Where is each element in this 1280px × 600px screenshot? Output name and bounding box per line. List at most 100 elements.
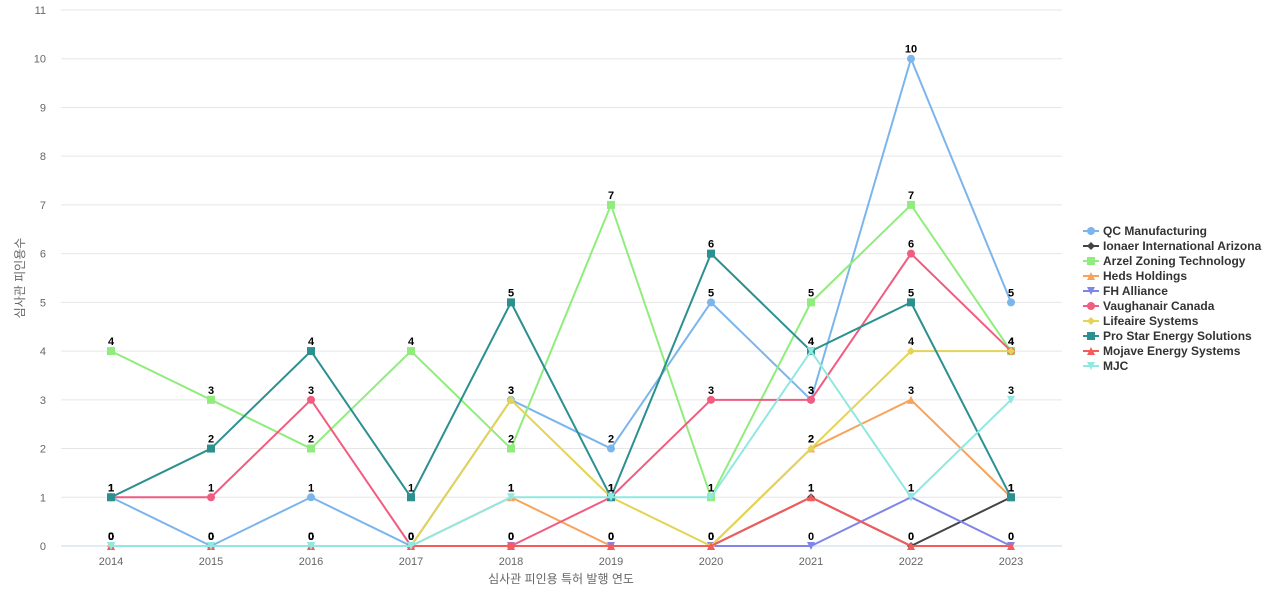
data-label: 5 bbox=[708, 287, 714, 299]
data-point bbox=[1087, 242, 1095, 250]
data-label: 0 bbox=[208, 531, 214, 543]
data-point bbox=[907, 347, 915, 356]
data-point bbox=[707, 395, 715, 404]
data-point bbox=[1087, 362, 1095, 370]
x-tick-label: 2023 bbox=[999, 556, 1023, 568]
data-label: 0 bbox=[708, 531, 714, 543]
data-label: 0 bbox=[408, 531, 414, 543]
data-label: 4 bbox=[808, 336, 815, 348]
data-point bbox=[107, 542, 115, 550]
data-point bbox=[1087, 347, 1095, 355]
data-label: 0 bbox=[708, 531, 714, 543]
data-label: 0 bbox=[108, 531, 114, 543]
x-tick-label: 2017 bbox=[399, 556, 423, 568]
data-label: 5 bbox=[508, 287, 514, 299]
legend-item[interactable]: Ionaer International Arizona bbox=[1083, 239, 1262, 253]
data-point bbox=[507, 542, 515, 550]
y-tick-label: 4 bbox=[40, 346, 46, 358]
data-label: 7 bbox=[908, 190, 914, 202]
data-point bbox=[1087, 272, 1095, 280]
legend-item[interactable]: QC Manufacturing bbox=[1083, 224, 1207, 238]
legend-label: Heds Holdings bbox=[1103, 269, 1187, 283]
data-point bbox=[507, 298, 515, 307]
data-label: 1 bbox=[508, 482, 514, 494]
data-label: 0 bbox=[408, 531, 414, 543]
data-point bbox=[507, 395, 515, 404]
data-label: 0 bbox=[108, 531, 114, 543]
data-label: 1 bbox=[108, 482, 114, 494]
data-point bbox=[607, 444, 615, 453]
data-label: 2 bbox=[608, 434, 614, 446]
legend-item[interactable]: Vaughanair Canada bbox=[1083, 299, 1215, 313]
data-label: 2 bbox=[208, 434, 214, 446]
data-label: 0 bbox=[908, 531, 914, 543]
data-label: 0 bbox=[608, 531, 614, 543]
data-label: 1 bbox=[608, 482, 614, 494]
x-tick-label: 2016 bbox=[299, 556, 323, 568]
legend-item[interactable]: FH Alliance bbox=[1083, 284, 1168, 298]
series-line bbox=[110, 57, 1012, 547]
data-label: 6 bbox=[708, 239, 714, 251]
y-tick-label: 3 bbox=[40, 395, 46, 407]
data-label: 5 bbox=[808, 287, 814, 299]
data-label: 5 bbox=[1008, 287, 1014, 299]
data-label: 0 bbox=[508, 531, 514, 543]
data-label: 0 bbox=[208, 531, 214, 543]
x-tick-label: 2019 bbox=[599, 556, 623, 568]
data-label: 1 bbox=[608, 482, 614, 494]
data-label: 1 bbox=[108, 482, 114, 494]
data-label: 0 bbox=[908, 531, 914, 543]
data-label: 2 bbox=[808, 434, 814, 446]
data-point bbox=[907, 200, 915, 209]
data-label: 0 bbox=[708, 531, 714, 543]
data-label: 1 bbox=[608, 482, 614, 494]
data-point bbox=[907, 249, 915, 258]
legend-item[interactable]: Arzel Zoning Technology bbox=[1083, 254, 1246, 268]
data-point bbox=[307, 347, 315, 356]
data-label: 1 bbox=[1008, 482, 1014, 494]
data-label: 7 bbox=[608, 190, 614, 202]
data-point bbox=[1007, 542, 1015, 550]
y-tick-label: 1 bbox=[40, 492, 46, 504]
data-label: 1 bbox=[1008, 482, 1014, 494]
data-point bbox=[907, 542, 915, 550]
data-label: 3 bbox=[308, 385, 314, 397]
legend-item[interactable]: MJC bbox=[1083, 359, 1129, 373]
data-label: 1 bbox=[508, 482, 514, 494]
data-label: 1 bbox=[908, 482, 914, 494]
legend-item[interactable]: Pro Star Energy Solutions bbox=[1083, 329, 1252, 343]
series-3 bbox=[107, 395, 1015, 550]
legend-item[interactable]: Lifeaire Systems bbox=[1083, 314, 1199, 328]
y-tick-label: 6 bbox=[40, 249, 46, 261]
data-label: 4 bbox=[108, 336, 115, 348]
y-tick-label: 11 bbox=[35, 5, 46, 17]
y-tick-label: 5 bbox=[40, 297, 46, 309]
y-tick-label: 2 bbox=[40, 444, 46, 456]
data-point bbox=[1007, 298, 1015, 307]
legend-label: FH Alliance bbox=[1103, 284, 1168, 298]
data-point bbox=[607, 542, 615, 550]
data-label: 0 bbox=[108, 531, 114, 543]
data-point bbox=[807, 444, 815, 453]
legend-item[interactable]: Heds Holdings bbox=[1083, 269, 1187, 283]
x-tick-label: 2018 bbox=[499, 556, 523, 568]
data-label: 0 bbox=[1008, 531, 1014, 543]
data-label: 0 bbox=[108, 531, 114, 543]
data-label: 2 bbox=[508, 434, 514, 446]
data-point bbox=[407, 493, 415, 502]
data-point bbox=[307, 395, 315, 404]
data-point bbox=[307, 542, 315, 550]
legend-label: Pro Star Energy Solutions bbox=[1103, 329, 1252, 343]
data-point bbox=[107, 493, 115, 502]
data-label: 0 bbox=[208, 531, 214, 543]
data-point bbox=[807, 542, 815, 550]
data-label: 2 bbox=[808, 434, 814, 446]
legend-item[interactable]: Mojave Energy Systems bbox=[1083, 344, 1241, 358]
y-axis-title: 심사관 피인용수 bbox=[13, 238, 27, 319]
x-tick-label: 2022 bbox=[899, 556, 923, 568]
legend-label: Ionaer International Arizona bbox=[1103, 239, 1262, 253]
data-point bbox=[1087, 317, 1095, 325]
data-label: 4 bbox=[1008, 336, 1015, 348]
data-label: 0 bbox=[308, 531, 314, 543]
